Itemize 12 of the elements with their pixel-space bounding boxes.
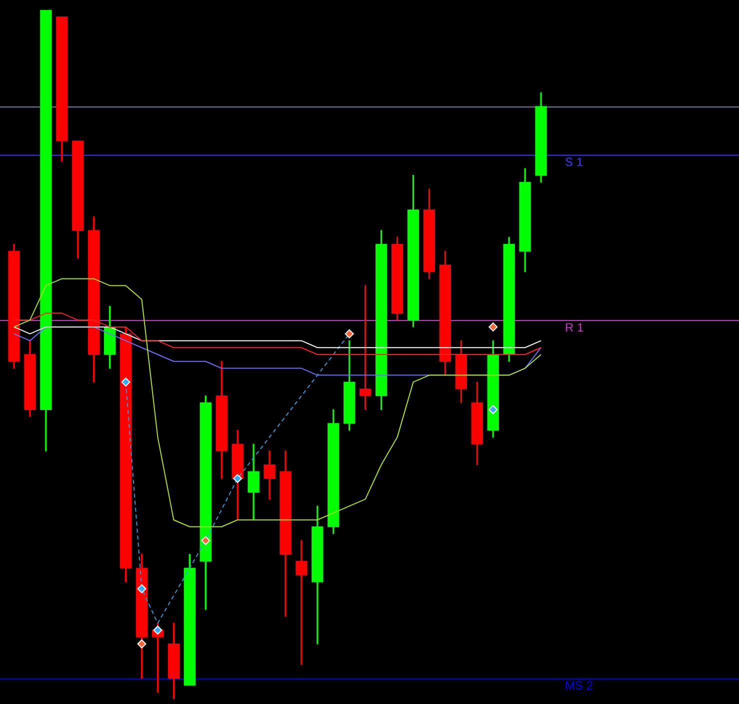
ref-line-label: R 1 [565,320,584,334]
point [137,639,146,648]
ref-line-label: S 1 [565,155,584,170]
point [121,378,130,387]
point [344,329,354,338]
ref-line-label: MS 2 [565,678,594,693]
point [488,322,498,332]
point [201,536,210,546]
point [488,405,498,414]
point [137,584,146,594]
point [153,626,162,635]
point [233,474,242,484]
